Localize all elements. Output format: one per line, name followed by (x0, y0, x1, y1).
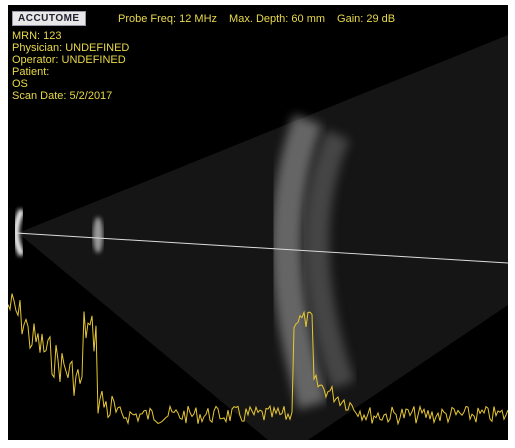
info-line: Patient: (12, 66, 129, 78)
setting: Gain: 29 dB (337, 13, 395, 25)
setting: Max. Depth: 60 mm (229, 13, 325, 25)
info-line: Scan Date: 5/2/2017 (12, 90, 129, 102)
ultrasound-screen: ACCUTOME Probe Freq: 12 MHz Max. Depth: … (8, 5, 508, 440)
logo: ACCUTOME (12, 11, 86, 26)
setting: Probe Freq: 12 MHz (118, 13, 217, 25)
scan-settings: Probe Freq: 12 MHz Max. Depth: 60 mm Gai… (118, 13, 395, 25)
info-line: Physician: UNDEFINED (12, 42, 129, 54)
info-line: MRN: 123 (12, 30, 129, 42)
lens-echo (93, 217, 103, 253)
page: ACCUTOME Probe Freq: 12 MHz Max. Depth: … (0, 0, 515, 448)
info-line: OS (12, 78, 129, 90)
info-line: Operator: UNDEFINED (12, 54, 129, 66)
patient-info: MRN: 123 Physician: UNDEFINED Operator: … (12, 30, 129, 102)
